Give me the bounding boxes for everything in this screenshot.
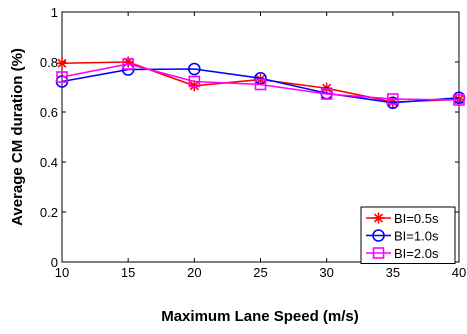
data-point <box>254 78 267 91</box>
asterisk-stroke <box>373 213 384 223</box>
data-point <box>320 88 333 100</box>
x-tick-label: 30 <box>319 265 333 280</box>
x-axis-label: Maximum Lane Speed (m/s) <box>161 308 359 325</box>
y-tick-label: 1 <box>51 5 58 20</box>
series <box>55 56 466 110</box>
series-line <box>61 63 460 101</box>
data-point <box>122 58 134 70</box>
legend-marker <box>372 247 385 259</box>
data-point <box>56 71 68 83</box>
data-point <box>56 57 68 69</box>
x-tick-label: 20 <box>187 265 201 280</box>
series-3 <box>56 58 465 106</box>
legend-item: BI=0.5s <box>366 211 439 226</box>
legend-marker <box>373 212 384 224</box>
x-tick-label: 10 <box>55 265 69 280</box>
y-axis-label: Average CM duration (%) <box>9 48 26 226</box>
x-tick-label: 25 <box>253 265 267 280</box>
legend: BI=0.5s BI=1.0s BI=2.0s <box>360 206 456 264</box>
legend-item: BI=2.0s <box>366 246 439 261</box>
y-tick-label: 0.4 <box>40 155 58 170</box>
x-tick-label: 15 <box>121 265 135 280</box>
legend-item: BI=1.0s <box>366 229 439 244</box>
y-tick-label: 0.2 <box>40 205 58 220</box>
data-point <box>453 94 465 106</box>
asterisk-stroke <box>57 58 67 68</box>
legend-label: BI=0.5s <box>394 211 439 226</box>
y-tick-label: 0.8 <box>40 55 58 70</box>
legend-marker <box>372 229 385 242</box>
data-point <box>387 93 399 105</box>
y-tick-label: 0.6 <box>40 105 58 120</box>
data-point <box>188 75 201 88</box>
legend-label: BI=2.0s <box>394 246 439 261</box>
data-point <box>188 62 201 76</box>
x-tick-label: 40 <box>452 265 466 280</box>
y-tick-label: 0 <box>51 255 58 270</box>
legend-label: BI=1.0s <box>394 229 439 244</box>
x-tick-label: 35 <box>386 265 400 280</box>
